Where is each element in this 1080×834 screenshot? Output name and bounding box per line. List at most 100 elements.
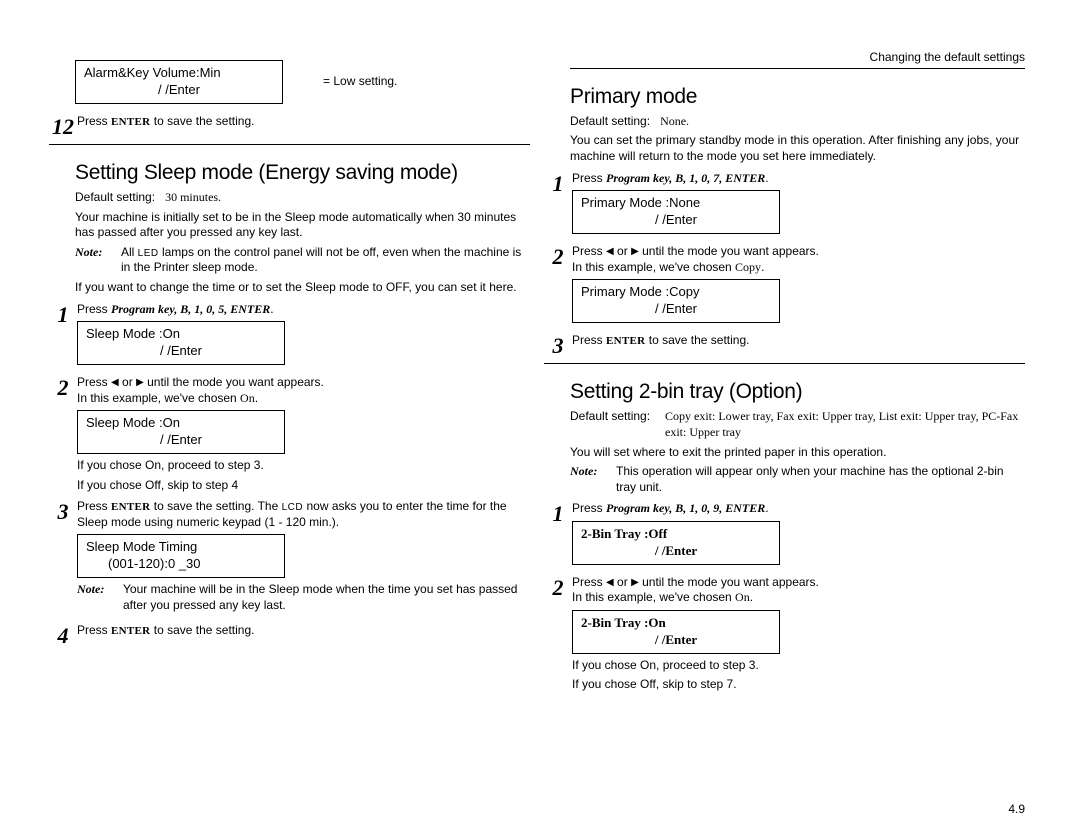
lcd-line2: / /Enter [86,343,276,360]
right-column: Changing the default settings Primary mo… [570,50,1025,699]
text: Press [77,375,111,389]
step-number: 3 [544,333,572,357]
step-number: 3 [49,499,77,523]
step-b2: 2 Press ◀ or ▶ until the mode you want a… [544,575,1025,693]
heading-sleep-mode: Setting Sleep mode (Energy saving mode) [75,159,530,186]
step-body: Press ENTER to save the setting. [572,333,1025,349]
page-header: Changing the default settings [570,50,1025,69]
left-arrow-icon: ◀ [606,246,614,257]
text: Press [77,499,111,513]
step-body: Press Program key, B, 1, 0, 9, ENTER. 2-… [572,501,1025,568]
step-body: Press ◀ or ▶ until the mode you want app… [572,244,1025,327]
program-keys: Program key, B, 1, 0, 7, ENTER [606,171,765,185]
lcd-alarm: Alarm&Key Volume:Min / /Enter [75,60,283,104]
lcd-line1: Sleep Mode Timing [86,539,276,556]
value: Copy exit: Lower tray, Fax exit: Upper t… [665,409,1025,440]
text: . [270,302,273,316]
step-b1: 1 Press Program key, B, 1, 0, 9, ENTER. … [544,501,1025,568]
label: Default setting: [570,114,650,128]
left-arrow-icon: ◀ [606,577,614,588]
default-setting: Default setting: Copy exit: Lower tray, … [570,409,1025,440]
step-4: 4 Press ENTER to save the setting. [49,623,530,647]
mode: Copy [735,260,761,274]
lcd-primary2: Primary Mode :Copy / /Enter [572,279,780,323]
lcd-sc: LCD [282,502,304,513]
if-off: If you chose Off, skip to step 4 [77,478,530,494]
text: to save the setting. [150,623,254,637]
right-arrow-icon: ▶ [136,377,144,388]
note-label: Note: [75,245,121,276]
lcd-line2: (001-120):0 _30 [86,556,276,573]
step-3: 3 Press ENTER to save the setting. The L… [49,499,530,617]
lcd-2bin2: 2-Bin Tray :On / /Enter [572,610,780,654]
step-body: Press ENTER to save the setting. The LCD… [77,499,530,617]
page: Alarm&Key Volume:Min / /Enter = Low sett… [0,0,1080,729]
lcd-line2: / /Enter [86,432,276,449]
lcd-sleep1: Sleep Mode :On / /Enter [77,321,285,365]
note: Note: This operation will appear only wh… [570,464,1025,495]
program-keys: Program key, B, 1, 0, 5, ENTER [111,302,270,316]
text: to save the setting. [150,114,254,128]
note-label: Note: [570,464,616,495]
text: to save the setting. [645,333,749,347]
text: until the mode you want appears. [144,375,324,389]
intro-text: You will set where to exit the printed p… [570,445,1025,461]
lcd-line1: 2-Bin Tray :On [581,615,771,632]
low-setting-label: = Low setting. [323,74,397,90]
enter-keycap: ENTER [111,625,150,637]
step-body: Press Program key, B, 1, 0, 5, ENTER. Sl… [77,302,530,369]
step-a1: 1 Press Program key, B, 1, 0, 7, ENTER. … [544,171,1025,238]
text: All [121,245,138,259]
lcd-line2: / /Enter [581,301,771,318]
lcd-primary1: Primary Mode :None / /Enter [572,190,780,234]
note-label: Note: [77,582,123,613]
text: Press [77,623,111,637]
value: None. [660,114,689,128]
step-number: 12 [49,114,77,138]
step-body: Press ◀ or ▶ until the mode you want app… [572,575,1025,693]
right-arrow-icon: ▶ [631,577,639,588]
note: Note: Your machine will be in the Sleep … [77,582,530,613]
step-12: 12 Press ENTER to save the setting. [49,114,530,145]
label: Default setting: [570,409,665,440]
text: until the mode you want appears. [639,244,819,258]
heading-2bin: Setting 2-bin tray (Option) [570,378,1025,405]
text: Press [77,114,111,128]
led-sc: LED [138,248,159,259]
lcd-line1: Sleep Mode :On [86,415,276,432]
lcd-line1: Primary Mode :None [581,195,771,212]
note-body: This operation will appear only when you… [616,464,1025,495]
lcd-sleep2: Sleep Mode :On / /Enter [77,410,285,454]
intro-text: You can set the primary standby mode in … [570,133,1025,164]
text: Press [77,302,111,316]
text: or [614,575,631,589]
text: . [765,171,768,185]
step-number: 1 [544,501,572,525]
lcd-line1: 2-Bin Tray :Off [581,526,771,543]
text: Press [572,333,606,347]
text: Press [572,244,606,258]
left-column: Alarm&Key Volume:Min / /Enter = Low sett… [75,50,530,699]
text: . [761,260,764,274]
step-number: 1 [544,171,572,195]
step-body: Press ENTER to save the setting. [77,114,530,130]
lcd-line2: / /Enter [581,543,771,560]
lcd-line2: / /Enter [581,632,771,649]
lcd-2bin1: 2-Bin Tray :Off / /Enter [572,521,780,565]
default-setting: Default setting: None. [570,114,1025,130]
label: Default setting: [75,190,155,204]
step-number: 2 [544,575,572,599]
step-number: 2 [49,375,77,399]
step-number: 4 [49,623,77,647]
heading-primary-mode: Primary mode [570,83,1025,110]
note-body: All LED lamps on the control panel will … [121,245,530,276]
step-number: 2 [544,244,572,268]
text: In this example, we've chosen [572,260,735,274]
text: to save the setting. The [150,499,281,513]
lcd-line1: Primary Mode :Copy [581,284,771,301]
if-off: If you chose Off, skip to step 7. [572,677,1025,693]
mode: On [240,391,255,405]
text: lamps on the control panel will not be o… [121,245,521,275]
if-on: If you chose On, proceed to step 3. [572,658,1025,674]
lcd-sleep3: Sleep Mode Timing (001-120):0 _30 [77,534,285,578]
